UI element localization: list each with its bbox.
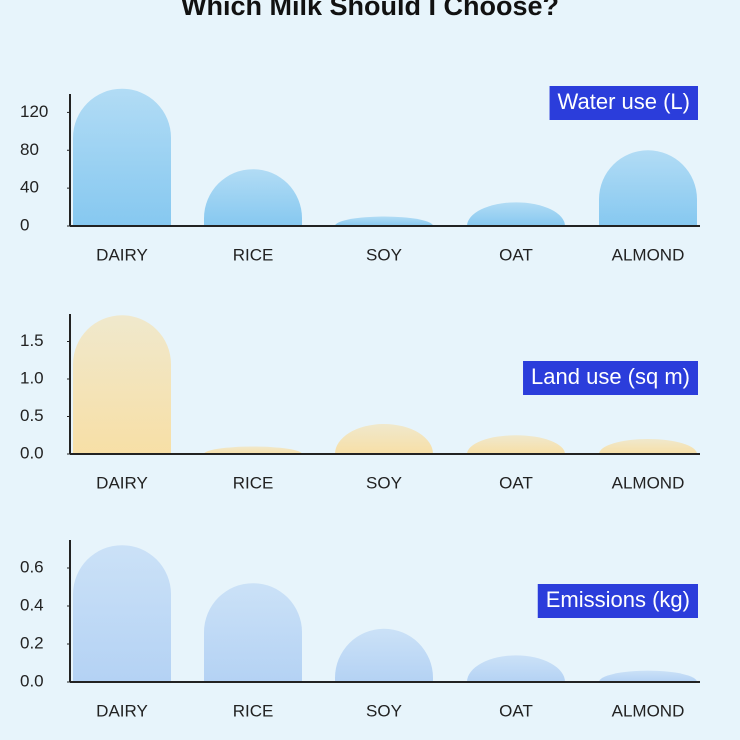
x-tick-label: RICE [233, 473, 274, 492]
y-tick-label: 0.6 [20, 557, 44, 576]
bar [467, 202, 565, 226]
y-tick-label: 80 [20, 140, 39, 159]
bar [204, 583, 302, 682]
page-title: Which Milk Should I Choose? [181, 0, 559, 21]
bar [599, 150, 697, 226]
x-tick-label: OAT [499, 245, 533, 264]
bar [599, 439, 697, 454]
x-tick-label: ALMOND [612, 245, 685, 264]
y-tick-label: 0.0 [20, 443, 44, 462]
chart-title: Land use (sq m) [531, 364, 690, 389]
chart-title: Emissions (kg) [546, 587, 690, 612]
y-tick-label: 0 [20, 215, 29, 234]
x-tick-label: DAIRY [96, 473, 148, 492]
x-tick-label: OAT [499, 701, 533, 720]
y-tick-label: 0.2 [20, 633, 44, 652]
bar [599, 670, 697, 682]
bar [467, 435, 565, 454]
y-tick-label: 40 [20, 178, 39, 197]
bar [204, 446, 302, 454]
x-tick-label: SOY [366, 473, 402, 492]
bar [335, 424, 433, 454]
bar [73, 88, 171, 226]
title-box [523, 361, 698, 395]
x-tick-label: OAT [499, 473, 533, 492]
bar [467, 655, 565, 682]
bar [73, 545, 171, 682]
bar [204, 169, 302, 226]
x-tick-label: RICE [233, 245, 274, 264]
bar [335, 628, 433, 682]
y-tick-label: 120 [20, 102, 48, 121]
title-box [549, 86, 698, 120]
y-tick-label: 1.0 [20, 368, 44, 387]
y-tick-label: 0.4 [20, 595, 44, 614]
y-tick-label: 0.0 [20, 671, 44, 690]
x-tick-label: ALMOND [612, 701, 685, 720]
y-tick-label: 1.5 [20, 331, 44, 350]
y-tick-label: 0.5 [20, 406, 44, 425]
chart-title: Water use (L) [558, 89, 690, 114]
x-tick-label: SOY [366, 245, 402, 264]
title-box [537, 584, 698, 618]
x-tick-label: DAIRY [96, 701, 148, 720]
bar [335, 216, 433, 226]
x-tick-label: SOY [366, 701, 402, 720]
x-tick-label: ALMOND [612, 473, 685, 492]
x-tick-label: RICE [233, 701, 274, 720]
x-tick-label: DAIRY [96, 245, 148, 264]
bar [73, 315, 171, 454]
